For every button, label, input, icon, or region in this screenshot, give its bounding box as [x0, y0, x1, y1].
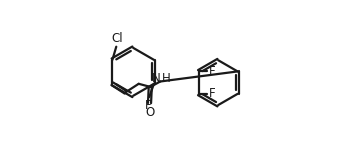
Text: F: F: [209, 87, 215, 100]
Text: F: F: [209, 65, 215, 78]
Text: F: F: [145, 99, 152, 112]
Text: N: N: [152, 72, 160, 85]
Text: H: H: [162, 72, 170, 85]
Text: Cl: Cl: [111, 32, 123, 45]
Text: O: O: [145, 106, 154, 119]
